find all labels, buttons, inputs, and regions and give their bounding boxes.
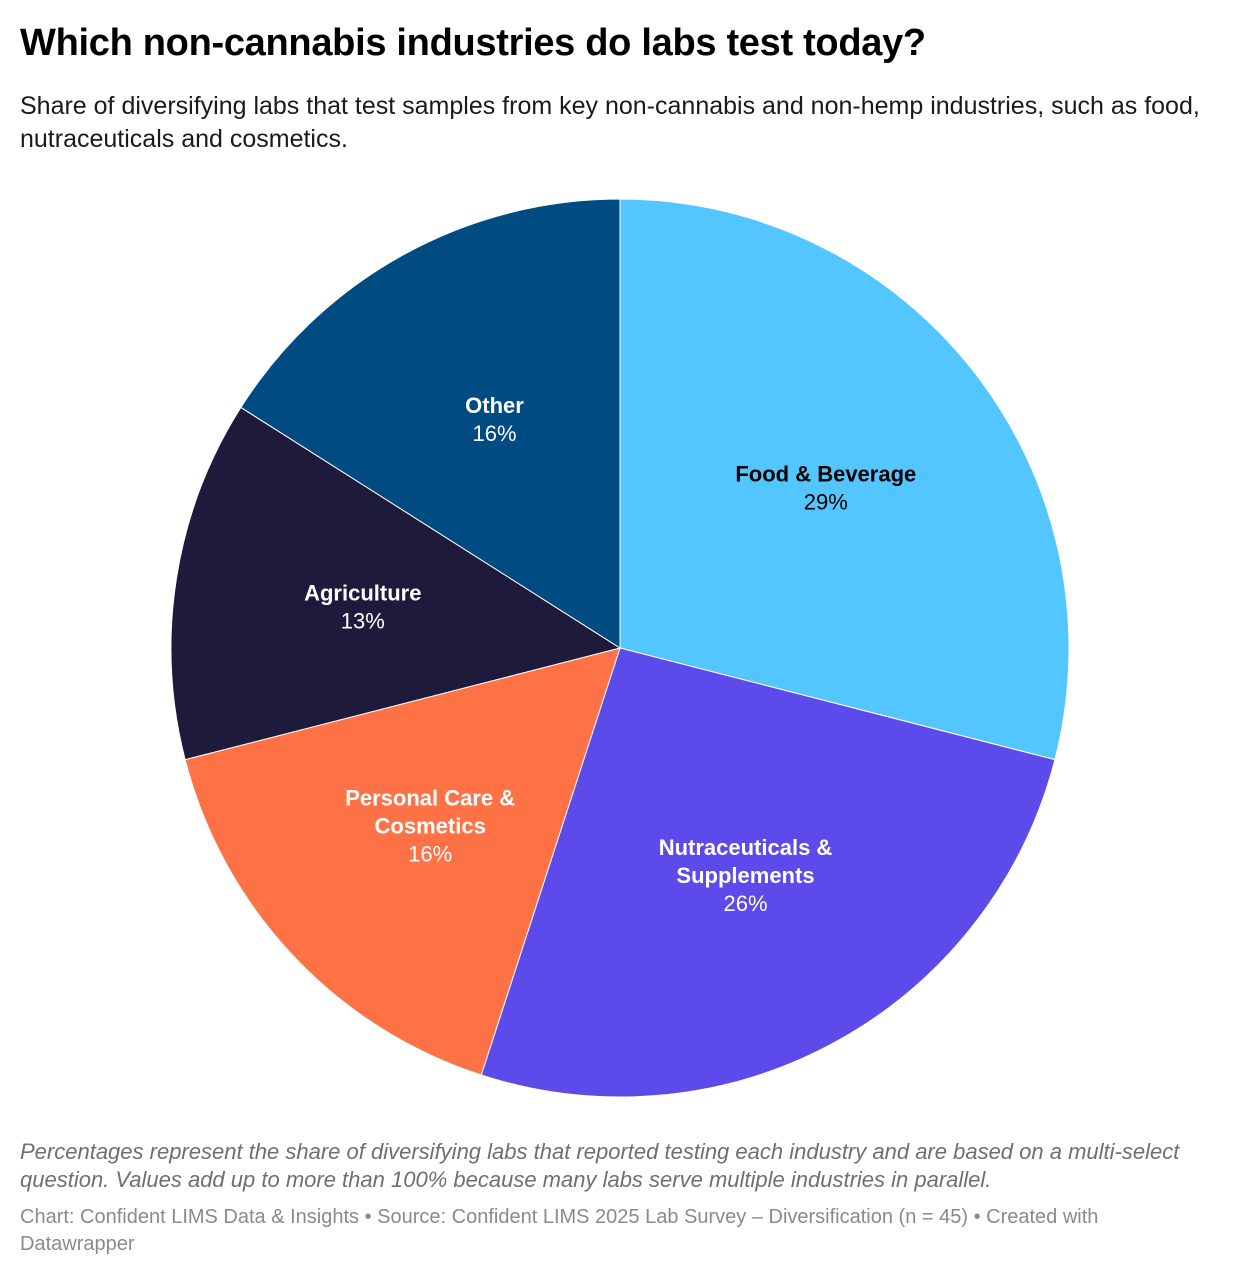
- chart-credit: Chart: Confident LIMS Data & Insights • …: [20, 1206, 1099, 1255]
- slice-label-text: Food & Beverage: [735, 461, 916, 486]
- slice-label-text: Nutraceuticals &: [659, 835, 833, 860]
- pie-slice: [240, 198, 621, 649]
- slice-value: 13%: [341, 608, 385, 633]
- chart-subtitle: Share of diversifying labs that test sam…: [20, 92, 1200, 153]
- slice-label: Personal Care & Cosmetics 16%: [345, 785, 515, 866]
- pie-slice: [184, 647, 621, 1076]
- slice-value: 26%: [723, 891, 767, 916]
- slice-label-text: Agriculture: [304, 580, 421, 605]
- slice-label: Agriculture 13%: [304, 580, 421, 633]
- slice-label-text: Personal Care &: [345, 785, 515, 810]
- slice-label: Nutraceuticals & Supplements 26%: [659, 835, 833, 916]
- slice-label-text: Supplements: [676, 863, 814, 888]
- pie-slice: [170, 406, 622, 761]
- slice-value: 29%: [804, 489, 848, 514]
- slice-label-text: Other: [465, 393, 524, 418]
- pie-slice: [480, 647, 1056, 1098]
- chart-title: Which non-cannabis industries do labs te…: [20, 22, 926, 64]
- slice-label-text: Cosmetics: [375, 813, 486, 838]
- slice-value: 16%: [408, 841, 452, 866]
- chart-notes: Percentages represent the share of diver…: [20, 1139, 1180, 1192]
- pie-slice: [619, 198, 1070, 761]
- slice-value: 16%: [472, 421, 516, 446]
- slice-label: Other 16%: [465, 393, 524, 446]
- slice-label: Food & Beverage 29%: [735, 461, 916, 514]
